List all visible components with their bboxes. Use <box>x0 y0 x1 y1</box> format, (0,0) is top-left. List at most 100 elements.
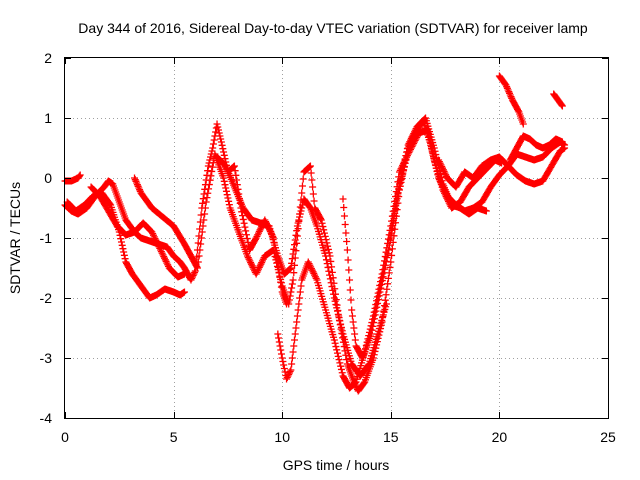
data-point <box>255 229 263 237</box>
data-point <box>220 151 228 159</box>
data-point <box>307 265 315 273</box>
data-point <box>399 162 407 170</box>
data-point <box>306 162 314 170</box>
data-point <box>247 259 255 267</box>
data-point <box>305 163 313 171</box>
data-point <box>149 231 157 239</box>
data-point <box>383 285 391 293</box>
data-point <box>317 215 325 223</box>
data-point <box>299 175 307 183</box>
data-point <box>379 273 387 281</box>
data-point <box>385 246 393 254</box>
data-point <box>519 120 527 128</box>
data-point <box>220 148 228 156</box>
data-point <box>343 238 351 245</box>
data-point <box>436 159 444 167</box>
data-point <box>193 263 201 271</box>
data-point <box>346 286 354 294</box>
data-point <box>385 241 393 249</box>
data-point <box>370 315 378 323</box>
series-8 <box>387 114 490 242</box>
data-point <box>274 330 282 338</box>
data-point <box>117 235 125 243</box>
data-point <box>255 265 263 273</box>
data-point <box>371 311 379 319</box>
data-point <box>438 177 446 185</box>
data-point <box>347 296 355 304</box>
data-point <box>285 369 293 377</box>
data-point <box>410 128 418 136</box>
data-point <box>343 356 351 364</box>
data-point <box>194 258 202 266</box>
data-point <box>399 166 407 174</box>
data-point <box>285 265 293 273</box>
data-point <box>348 306 356 314</box>
data-point <box>287 264 295 272</box>
data-point <box>394 190 402 198</box>
data-point <box>187 276 195 284</box>
data-point <box>120 248 128 256</box>
data-point <box>248 262 256 270</box>
data-point <box>404 141 412 149</box>
data-point <box>149 230 157 238</box>
data-point <box>204 167 212 175</box>
x-tick-label: 5 <box>170 429 178 445</box>
y-tick-label: -2 <box>40 290 53 306</box>
series-9 <box>435 144 569 191</box>
data-point <box>276 272 284 280</box>
data-point <box>408 133 416 141</box>
data-point <box>256 226 264 234</box>
data-point <box>202 198 210 206</box>
data-point <box>319 223 327 231</box>
data-point <box>286 265 294 273</box>
data-point <box>255 227 263 235</box>
data-point <box>382 291 390 299</box>
data-point <box>243 235 251 243</box>
data-point <box>133 181 141 189</box>
data-point <box>252 270 260 278</box>
data-point <box>334 310 342 318</box>
data-point <box>252 234 260 242</box>
data-point <box>285 300 293 308</box>
data-point <box>403 148 411 156</box>
data-point <box>387 234 395 242</box>
data-point <box>364 361 372 369</box>
data-point <box>197 211 205 219</box>
data-point <box>253 232 261 240</box>
data-point <box>395 180 403 188</box>
data-point <box>306 203 314 211</box>
data-point <box>306 261 314 269</box>
y-tick-label: 2 <box>44 50 52 66</box>
data-point <box>287 288 295 296</box>
data-point <box>360 379 368 387</box>
data-point <box>278 354 286 362</box>
data-point <box>293 227 301 235</box>
data-point <box>309 190 317 198</box>
data-point <box>327 257 335 265</box>
data-point <box>118 241 126 249</box>
data-point <box>288 255 296 263</box>
data-point <box>204 189 212 197</box>
data-point <box>210 136 218 144</box>
data-point <box>225 201 233 209</box>
data-point <box>158 249 166 257</box>
x-tick-label: 25 <box>600 429 616 445</box>
data-point <box>430 144 438 152</box>
data-point <box>402 152 410 160</box>
data-point <box>345 266 353 274</box>
data-point <box>150 233 158 241</box>
data-point <box>283 375 291 383</box>
data-point <box>322 256 330 264</box>
data-point <box>296 288 304 296</box>
data-point <box>284 372 292 380</box>
data-point <box>388 251 396 259</box>
data-point <box>503 84 511 92</box>
data-point <box>308 266 316 274</box>
data-point <box>245 255 253 263</box>
data-point <box>276 342 284 350</box>
data-point <box>190 270 198 278</box>
data-point <box>391 209 399 217</box>
data-point <box>388 229 396 237</box>
data-point <box>351 379 359 387</box>
